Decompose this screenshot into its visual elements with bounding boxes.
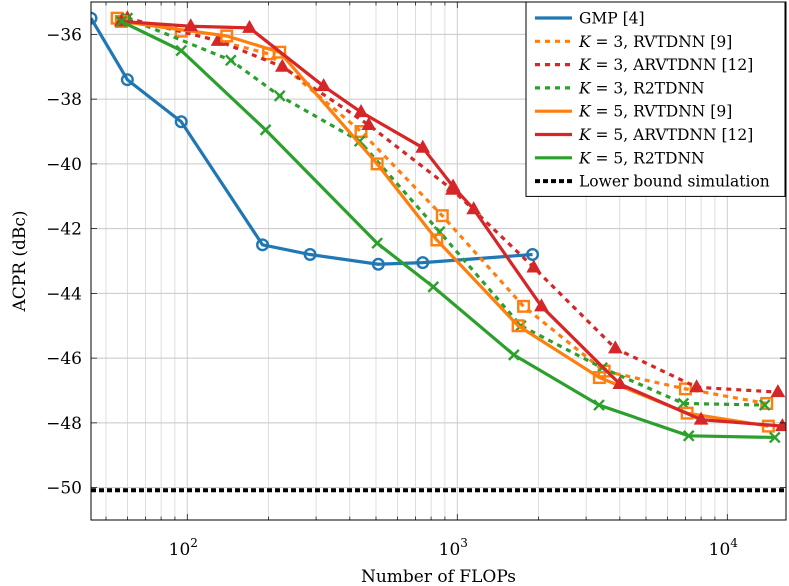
legend-label: K = 5, RVTDNN [9] bbox=[578, 103, 732, 121]
data-point-k-5-r2tdnn bbox=[427, 281, 440, 293]
data-point-k-3-arvtdnn-12 bbox=[607, 340, 623, 354]
data-point-k-5-arvtdnn-12 bbox=[612, 376, 628, 390]
data-point-k-5-rvtdnn-9 bbox=[430, 233, 444, 247]
data-point-k-5-r2tdnn bbox=[259, 124, 272, 136]
data-point-k-5-arvtdnn-12 bbox=[242, 19, 257, 33]
x-axis-label: Number of FLOPs bbox=[361, 567, 516, 586]
y-tick-label: −48 bbox=[46, 414, 82, 434]
data-point-k-3-r2tdnn bbox=[224, 54, 237, 67]
legend-box bbox=[525, 1, 786, 197]
data-point-k-3-arvtdnn-12 bbox=[770, 384, 786, 398]
legend-label: K = 5, ARVTDNN [12] bbox=[578, 126, 753, 144]
data-point-k-3-rvtdnn-9 bbox=[354, 124, 368, 138]
plot-series bbox=[91, 10, 786, 493]
legend-label: K = 5, R2TDNN bbox=[578, 149, 705, 167]
series-line-gmp-4 bbox=[91, 17, 533, 266]
data-point-k-3-rvtdnn-9 bbox=[435, 209, 449, 223]
data-point-k-5-r2tdnn bbox=[175, 44, 188, 57]
y-tick-label: −40 bbox=[46, 155, 82, 175]
y-tick-label: −44 bbox=[46, 284, 82, 304]
data-point-k-5-rvtdnn-9 bbox=[680, 406, 694, 420]
data-point-k-3-r2tdnn bbox=[273, 90, 286, 102]
data-point-gmp-4 bbox=[174, 115, 188, 129]
data-point-gmp-4 bbox=[526, 248, 540, 262]
data-point-k-5-arvtdnn-12 bbox=[445, 178, 461, 192]
series-line-k-3-rvtdnn-9 bbox=[116, 16, 768, 406]
y-tick-label: −38 bbox=[46, 90, 82, 110]
data-point-gmp-4 bbox=[303, 248, 317, 262]
legend-label: GMP [4] bbox=[579, 10, 645, 28]
data-point-k-3-arvtdnn-12 bbox=[361, 117, 377, 131]
legend: GMP [4] K = 3, RVTDNN [9] K = 3, ARVTDNN [… bbox=[525, 1, 786, 197]
data-point-gmp-4 bbox=[120, 73, 134, 87]
data-point-k-3-arvtdnn-12 bbox=[689, 379, 704, 393]
data-point-k-5-arvtdnn-12 bbox=[183, 18, 199, 32]
data-point-k-3-arvtdnn-12 bbox=[275, 58, 290, 72]
data-point-k-5-r2tdnn bbox=[371, 237, 384, 250]
legend-label: K = 3, ARVTDNN [12] bbox=[578, 56, 753, 74]
data-point-k-3-rvtdnn-9 bbox=[678, 382, 692, 396]
plot-frame bbox=[90, 1, 787, 521]
series-line-k-5-arvtdnn-12 bbox=[121, 19, 783, 428]
data-point-k-5-arvtdnn-12 bbox=[534, 298, 549, 312]
data-point-k-5-arvtdnn-12 bbox=[415, 139, 431, 153]
data-point-k-5-rvtdnn-9 bbox=[220, 29, 234, 43]
data-point-gmp-4 bbox=[416, 256, 430, 270]
data-point-k-5-rvtdnn-9 bbox=[592, 371, 606, 385]
legend-label: Lower bound simulation bbox=[579, 173, 770, 191]
y-tick-label: −46 bbox=[46, 349, 82, 369]
data-point-k-5-r2tdnn bbox=[768, 431, 781, 444]
data-point-gmp-4 bbox=[91, 11, 98, 25]
data-point-k-5-arvtdnn-12 bbox=[693, 411, 709, 425]
data-point-k-5-rvtdnn-9 bbox=[273, 45, 287, 59]
x-tick-label: 102 bbox=[169, 536, 198, 560]
data-point-k-5-r2tdnn bbox=[115, 15, 128, 28]
data-point-k-5-arvtdnn-12 bbox=[316, 78, 332, 92]
data-point-k-5-rvtdnn-9 bbox=[370, 157, 384, 171]
data-point-gmp-4 bbox=[371, 257, 385, 271]
data-point-k-5-arvtdnn-12 bbox=[466, 201, 482, 215]
data-point-gmp-4 bbox=[256, 238, 270, 252]
y-tick-label: −36 bbox=[46, 25, 82, 45]
legend-label: K = 3, RVTDNN [9] bbox=[578, 33, 732, 51]
data-point-k-3-rvtdnn-9 bbox=[517, 299, 531, 313]
data-point-k-5-r2tdnn bbox=[593, 399, 605, 411]
y-axis-label: ACPR (dBc) bbox=[10, 210, 30, 312]
data-point-k-3-r2tdnn bbox=[758, 399, 771, 411]
x-tick-label: 104 bbox=[709, 536, 739, 560]
data-point-k-5-arvtdnn-12 bbox=[353, 104, 369, 118]
legend-label: K = 3, R2TDNN bbox=[578, 79, 705, 97]
data-point-k-5-r2tdnn bbox=[507, 349, 520, 361]
data-point-k-3-arvtdnn-12 bbox=[526, 259, 542, 273]
y-tick-label: −42 bbox=[46, 220, 82, 240]
data-point-k-5-r2tdnn bbox=[682, 429, 695, 442]
y-tick-label: −50 bbox=[46, 479, 82, 499]
axes: −36 −38 −40 −42 −44 −46 −48 −50 102 103 104 Number … bbox=[10, 1, 787, 586]
x-tick-label: 103 bbox=[439, 536, 468, 560]
data-point-k-5-rvtdnn-9 bbox=[511, 319, 525, 333]
